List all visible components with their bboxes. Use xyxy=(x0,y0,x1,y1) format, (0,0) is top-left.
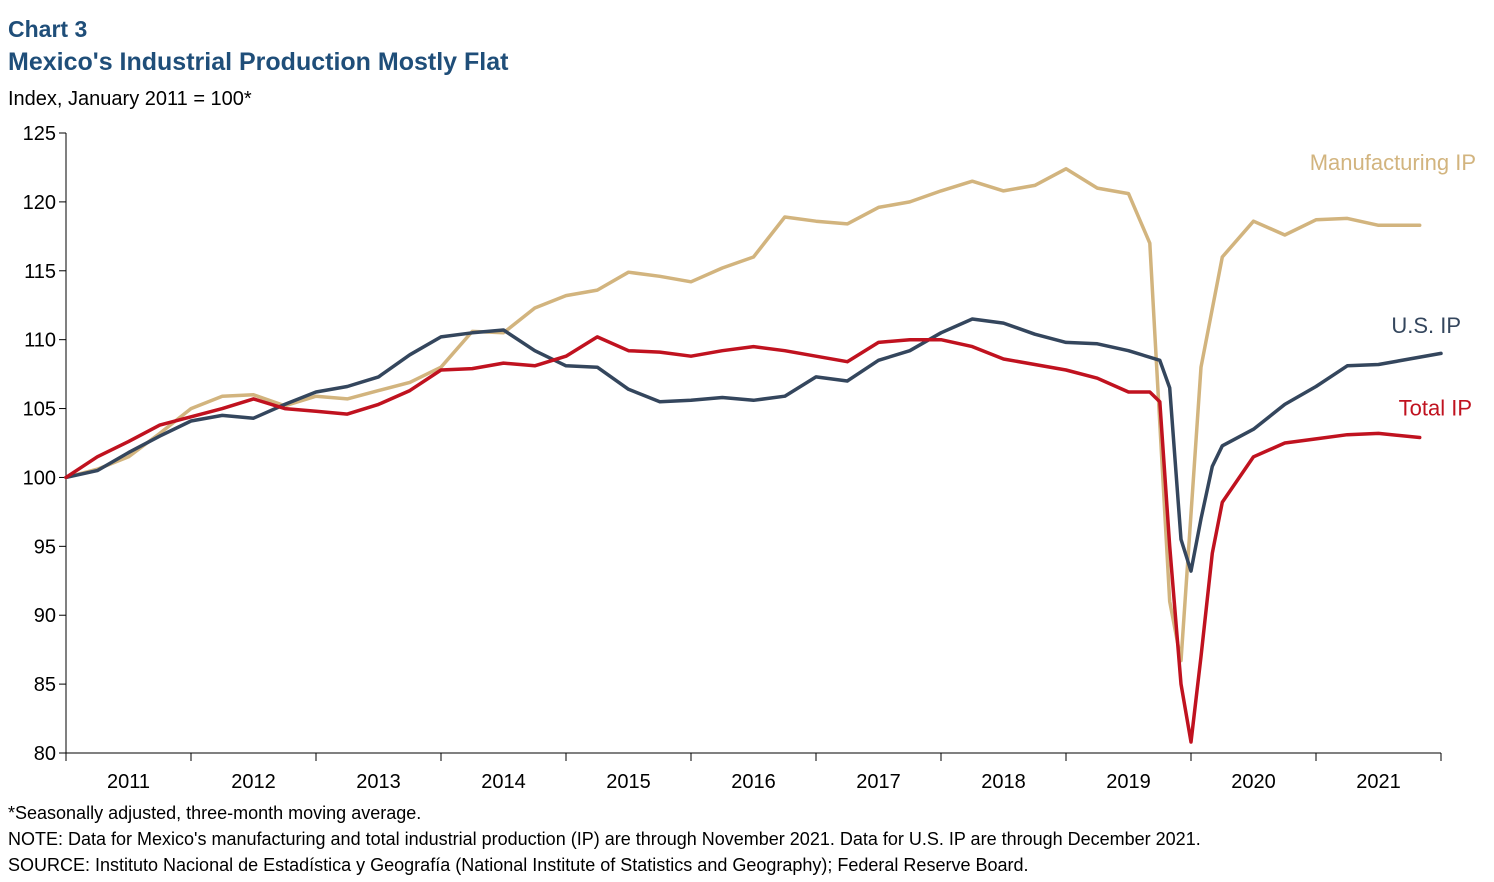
y-tick-label: 100 xyxy=(23,467,56,489)
chart-number-label: Chart 3 xyxy=(8,16,88,42)
series-line-u-s-ip xyxy=(64,317,1443,573)
x-tick-label: 2017 xyxy=(856,771,901,793)
series-label-total-ip: Total IP xyxy=(1399,395,1472,420)
y-tick-label: 125 xyxy=(23,123,56,145)
x-tick-label: 2021 xyxy=(1356,771,1401,793)
chart-subtitle: Index, January 2011 = 100* xyxy=(8,88,252,110)
x-tick-label: 2018 xyxy=(981,771,1026,793)
x-tick-label: 2020 xyxy=(1231,771,1276,793)
y-tick-label: 120 xyxy=(23,192,56,214)
x-tick-label: 2019 xyxy=(1106,771,1151,793)
footnote-seasonal: *Seasonally adjusted, three-month moving… xyxy=(8,803,422,823)
footnote-source: SOURCE: Instituto Nacional de Estadístic… xyxy=(8,855,1029,875)
chart-title: Mexico's Industrial Production Mostly Fl… xyxy=(8,48,509,76)
y-tick-label: 85 xyxy=(34,674,56,696)
y-tick-label: 105 xyxy=(23,399,56,421)
x-tick-label: 2012 xyxy=(231,771,276,793)
footnotes: *Seasonally adjusted, three-month moving… xyxy=(8,800,1201,878)
y-tick-label: 95 xyxy=(34,536,56,558)
series-label-u-s-ip: U.S. IP xyxy=(1391,313,1461,338)
series-line-total-ip xyxy=(64,335,1422,744)
x-tick-label: 2016 xyxy=(731,771,776,793)
footnote-note: NOTE: Data for Mexico's manufacturing an… xyxy=(8,829,1201,849)
y-tick-label: 110 xyxy=(24,330,56,352)
series-label-manufacturing-ip: Manufacturing IP xyxy=(1310,150,1476,175)
x-tick-label: 2014 xyxy=(481,771,526,793)
y-tick-label: 90 xyxy=(34,605,56,627)
y-tick-label: 115 xyxy=(24,261,56,283)
x-tick-label: 2015 xyxy=(606,771,651,793)
x-tick-label: 2011 xyxy=(107,771,150,793)
series-line-manufacturing-ip xyxy=(64,167,1422,663)
y-tick-label: 80 xyxy=(34,743,56,765)
x-tick-label: 2013 xyxy=(356,771,401,793)
